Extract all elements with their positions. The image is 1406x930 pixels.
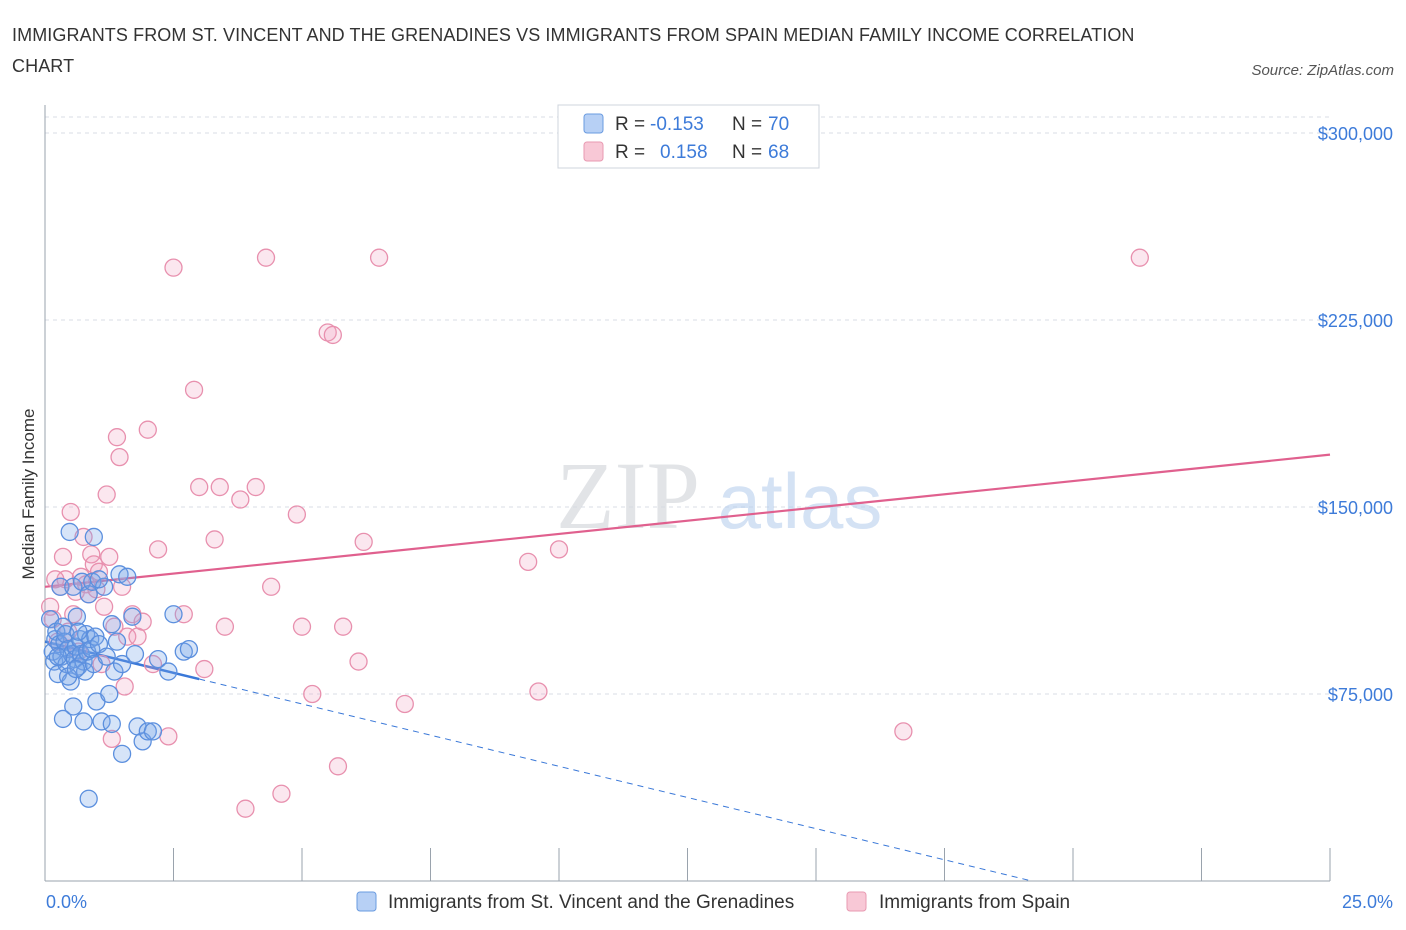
- spain-point-29: [118, 627, 137, 646]
- spain-point-57: [333, 617, 353, 636]
- spain-point-12: [74, 527, 93, 547]
- spain-point-52: [292, 617, 312, 636]
- spain-point-51: [287, 505, 307, 524]
- spain-point-46: [236, 799, 255, 818]
- spain-point-58: [349, 652, 368, 671]
- spain-point-23: [102, 729, 121, 749]
- bottom-legend-label-blue: Immigrants from St. Vincent and the Gren…: [388, 892, 794, 913]
- source-label: Source: ZipAtlas.com: [1251, 62, 1394, 79]
- x-tick-label-1: 25.0%: [1342, 892, 1393, 912]
- bottom-legend-swatch-blue: [356, 891, 377, 912]
- spain-point-63: [529, 682, 548, 701]
- spain-point-34: [143, 654, 163, 674]
- spain-point-61: [395, 694, 414, 714]
- spain-point-56: [328, 757, 348, 776]
- stats-legend: R = -0.153 N = 70 R = 0.158 N = 68: [557, 104, 820, 169]
- spain-point-32: [133, 612, 152, 631]
- legend-n-label-pink: N =: [732, 142, 762, 163]
- legend-n-value-blue: 70: [768, 114, 789, 135]
- legend-r-value-blue: -0.153: [650, 114, 704, 135]
- spain-point-7: [61, 502, 80, 522]
- spain-point-49: [262, 577, 281, 596]
- chart-title: IMMIGRANTS FROM ST. VINCENT AND THE GREN…: [12, 25, 1135, 76]
- spain-point-44: [215, 617, 235, 636]
- spain-point-48: [256, 248, 276, 267]
- spain-point-66: [1130, 248, 1149, 267]
- spain-point-37: [164, 258, 183, 277]
- spain-point-33: [138, 420, 157, 439]
- spain-point-47: [246, 477, 265, 497]
- tick-labels: $75,000 $150,000 $225,000 $300,000 0.0% 25.0%: [46, 124, 1393, 912]
- spain-point-4: [53, 547, 73, 567]
- bottom-legend-label-pink: Immigrants from Spain: [879, 892, 1070, 913]
- y-tick-label-3: $300,000: [1318, 124, 1393, 144]
- legend-swatch-pink: [583, 141, 604, 162]
- bottom-legend-swatch-pink: [846, 891, 867, 912]
- svg-trend-extension: [199, 678, 1032, 882]
- spain-point-20: [94, 597, 114, 616]
- spain-point-43: [210, 477, 229, 497]
- spain-point-26: [110, 447, 129, 467]
- y-axis-label: Median Family Income: [19, 408, 38, 579]
- y-tick-label-1: $150,000: [1318, 498, 1393, 518]
- spain-point-24: [105, 617, 124, 636]
- y-tick-label-0: $75,000: [1328, 685, 1393, 705]
- spain-point-42: [205, 530, 224, 549]
- spain-point-22: [100, 547, 119, 567]
- spain-point-28: [115, 677, 134, 696]
- spain-point-40: [190, 477, 209, 497]
- spain-point-50: [272, 784, 291, 803]
- spain-point-39: [184, 380, 204, 399]
- legend-swatch-blue: [583, 113, 604, 134]
- x-tick-label-0: 0.0%: [46, 892, 87, 912]
- spain-point-65: [894, 722, 913, 741]
- spain-point-62: [519, 552, 538, 572]
- series-legend: Immigrants from St. Vincent and the Gren…: [356, 891, 1070, 913]
- spain-point-45: [231, 490, 250, 509]
- legend-r-value-pink: 0.158: [660, 142, 708, 163]
- spain-point-55: [323, 325, 342, 345]
- grid-lines: [45, 116, 1330, 695]
- spain-point-53: [303, 684, 322, 704]
- legend-n-value-pink: 68: [768, 142, 789, 163]
- spain-trend-line: [44, 453, 1331, 588]
- spain-point-59: [354, 532, 373, 552]
- spain-point-38: [174, 605, 193, 624]
- spain-point-41: [195, 659, 214, 679]
- legend-n-label-blue: N =: [732, 114, 762, 135]
- axes: [44, 105, 1331, 882]
- spain-point-25: [107, 428, 127, 447]
- legend-r-label-pink: R =: [615, 142, 645, 163]
- spain-point-21: [97, 485, 116, 504]
- y-tick-label-2: $225,000: [1318, 311, 1393, 331]
- spain-point-64: [549, 540, 569, 559]
- spain-point-36: [159, 727, 178, 746]
- spain-point-35: [148, 540, 168, 559]
- spain-point-60: [369, 248, 389, 267]
- series-svg-points: [40, 522, 199, 808]
- watermark-atlas: atlas: [718, 457, 883, 545]
- legend-r-label-blue: R =: [615, 114, 645, 135]
